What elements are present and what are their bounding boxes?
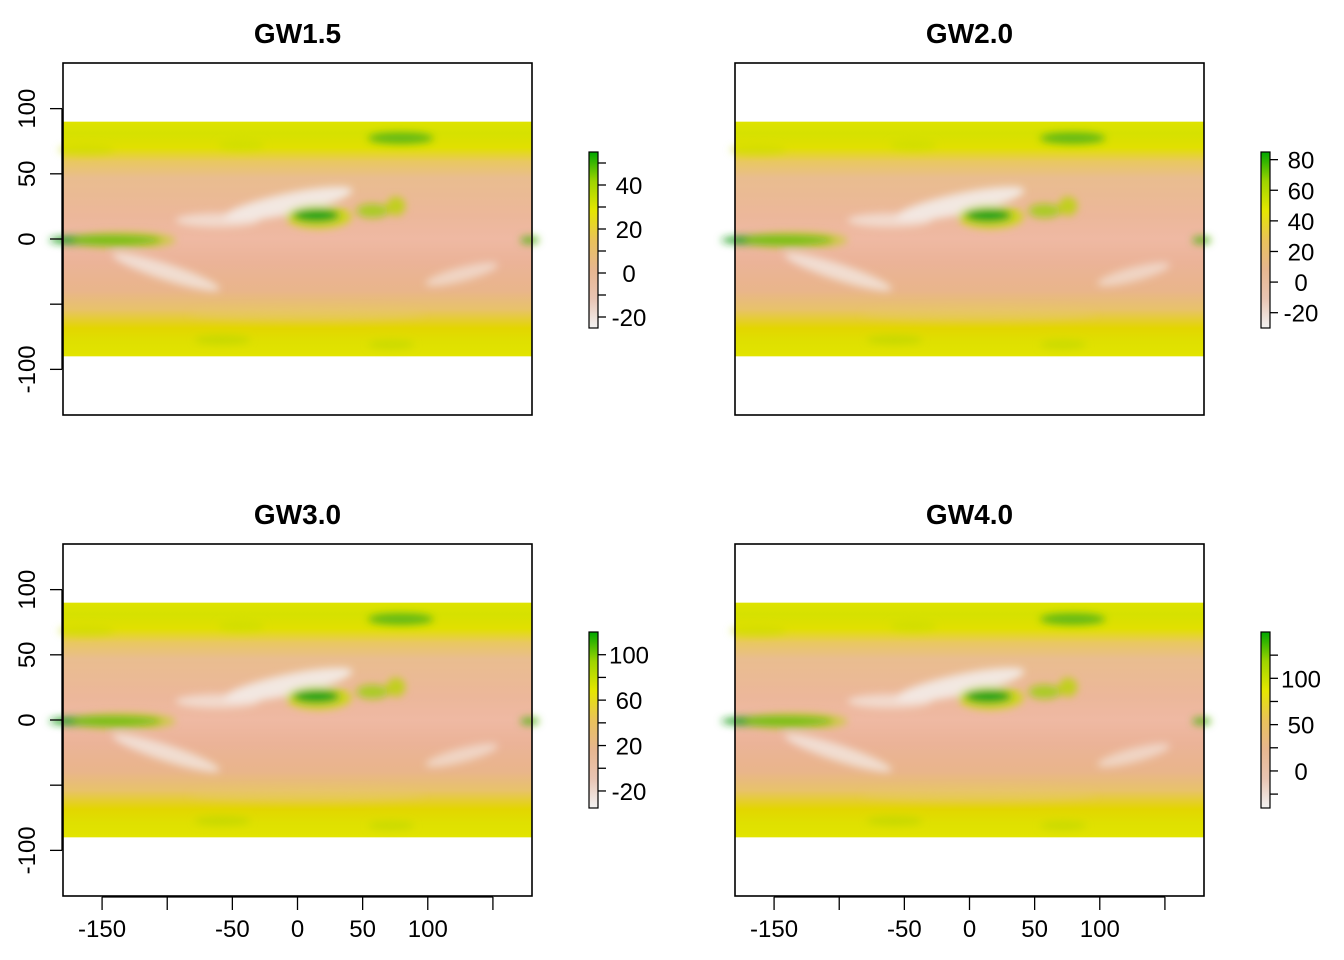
y-tick-label: 50 (14, 641, 41, 668)
colorbar-tick-label: 40 (1288, 209, 1315, 236)
plot-frame (734, 543, 1205, 897)
x-tick-label: 50 (1021, 916, 1048, 943)
colorbar-legend: -20 0 20 40 (588, 151, 647, 332)
y-axis: -100 0 50 100 (14, 89, 63, 393)
x-tick-label: -50 (887, 916, 922, 943)
plot-frame (62, 62, 533, 416)
colorbar-legend: -20 0 20 40 60 80 (1260, 148, 1319, 329)
x-tick-label: -50 (215, 916, 250, 943)
colorbar (1260, 631, 1271, 809)
colorbar-tick-label: -20 (1284, 301, 1319, 328)
panel-4: GW4.0 -150 -50 0 50 100 0 50 100 (720, 499, 1321, 943)
x-tick-label: -150 (78, 916, 126, 943)
plot-frame (62, 543, 533, 897)
y-tick-label: 0 (14, 232, 41, 245)
y-tick-label: -100 (14, 345, 41, 393)
panel-title: GW4.0 (926, 499, 1013, 530)
x-tick-label: 0 (963, 916, 976, 943)
panel-3: GW3.0 -100 0 50 100 -150 -50 0 50 100 -20 20 60 100 (14, 499, 649, 943)
x-tick-label: -150 (750, 916, 798, 943)
y-tick-label: -100 (14, 826, 41, 874)
panel-1: GW1.5 -100 0 50 100 -20 0 20 40 (14, 18, 647, 416)
panel-2: GW2.0 -20 0 20 40 60 80 (720, 18, 1319, 416)
colorbar (588, 151, 599, 329)
y-axis: -100 0 50 100 (14, 570, 63, 874)
x-tick-label: 50 (349, 916, 376, 943)
colorbar-tick-label: 40 (616, 173, 643, 200)
colorbar-tick-label: 20 (616, 734, 643, 761)
panel-title: GW2.0 (926, 18, 1013, 49)
x-axis: -150 -50 0 50 100 (750, 896, 1166, 943)
field-anomalies (720, 613, 1212, 831)
y-tick-label: 0 (14, 713, 41, 726)
x-tick-label: 0 (291, 916, 304, 943)
panel-title: GW3.0 (254, 499, 341, 530)
field-anomalies (48, 613, 540, 831)
colorbar-tick-label: -20 (612, 779, 647, 806)
x-axis: -150 -50 0 50 100 (78, 896, 494, 943)
colorbar-tick-label: 50 (1288, 713, 1315, 740)
field-anomalies (720, 132, 1212, 350)
y-tick-label: 50 (14, 160, 41, 187)
colorbar-tick-label: -20 (612, 305, 647, 332)
x-tick-label: 100 (1080, 916, 1120, 943)
colorbar-tick-label: 20 (616, 217, 643, 244)
field-anomalies (48, 132, 540, 350)
plot-frame (734, 62, 1205, 416)
heatmap-raster (48, 602, 540, 838)
colorbar (588, 631, 599, 809)
colorbar-tick-label: 0 (1294, 759, 1307, 786)
colorbar-tick-label: 20 (1288, 239, 1315, 266)
y-tick-label: 100 (14, 89, 41, 129)
colorbar-tick-label: 80 (1288, 148, 1315, 175)
colorbar-tick-label: 100 (1281, 666, 1321, 693)
x-tick-label: 100 (408, 916, 448, 943)
colorbar-legend: 0 50 100 (1260, 631, 1321, 809)
colorbar-tick-label: 60 (616, 688, 643, 715)
colorbar-tick-label: 0 (1294, 270, 1307, 297)
colorbar-tick-label: 100 (609, 643, 649, 670)
y-tick-label: 100 (14, 570, 41, 610)
heatmap-raster (48, 121, 540, 357)
panel-title: GW1.5 (254, 18, 341, 49)
heatmap-raster (720, 602, 1212, 838)
colorbar-legend: -20 20 60 100 (588, 631, 649, 809)
heatmap-raster (720, 121, 1212, 357)
colorbar-tick-label: 0 (622, 261, 635, 288)
colorbar-tick-label: 60 (1288, 178, 1315, 205)
colorbar (1260, 151, 1271, 329)
